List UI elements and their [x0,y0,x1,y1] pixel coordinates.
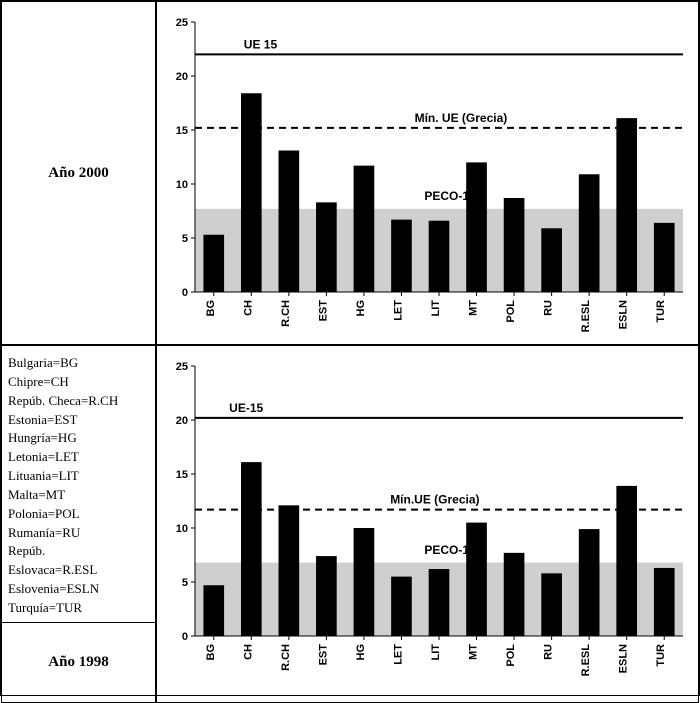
x-tick-label: POL [505,644,517,667]
bar [241,462,262,636]
x-tick-label: R.CH [280,300,292,327]
bar [203,585,224,636]
x-tick-label: LET [392,644,404,665]
bar [316,556,337,636]
x-tick-label: BG [205,644,217,661]
bar [466,162,487,292]
chart-1998-cell: 0 5 10 15 20 25 UE-15 Mín.UE (Grecia) PECO-13 BG C… [156,345,699,703]
bar [466,523,487,636]
reference-line-label: Mín. UE (Grecia) [415,111,508,125]
y-tick-label: 0 [182,287,188,299]
bar [504,198,525,292]
y-tick-label: 10 [176,179,188,191]
legend-line: Bulgaria=BG [8,354,151,373]
x-tick-label: TUR [655,644,667,667]
bar [391,577,412,636]
y-tick-label: 10 [176,523,188,535]
reference-line-label: UE 15 [244,37,278,51]
x-tick-label: BG [205,300,217,317]
bar [541,573,562,636]
y-tick-label: 5 [182,233,188,245]
chart-2000-cell: 0 5 10 15 20 25 UE 15 Mín. UE (Grecia) PECO-13 BG… [156,1,699,345]
legend-line: Hungría=HG [8,429,151,448]
bar [391,220,412,292]
peco-label: PECO-13 [424,189,476,203]
legend-line: Chipre=CH [8,373,151,392]
legend-line: Polonia=POL [8,505,151,524]
x-tick-label: R.CH [280,644,292,671]
legend-line: Eslovenia=ESLN [8,580,151,599]
bar [616,118,637,292]
x-tick-label: R.ESL [580,300,592,333]
label-year-1998-cell: Año 1998 [2,622,155,702]
x-tick-label: HG [355,300,367,317]
bar [654,568,675,636]
x-tick-label: POL [505,300,517,323]
x-tick-label: LIT [430,300,442,317]
y-tick-label: 25 [176,17,188,29]
x-tick-label: ESLN [618,300,630,329]
country-legend: Bulgaria=BGChipre=CHRepúb. Checa=R.CHEst… [2,346,155,622]
bar [654,223,675,292]
x-tick-label: ESLN [618,644,630,673]
bar [429,569,450,636]
legend-line: Malta=MT [8,486,151,505]
y-tick-label: 25 [176,361,188,373]
bar [279,505,300,636]
x-tick-label: MT [468,300,480,316]
label-year-2000: Año 2000 [48,165,108,182]
y-tick-label: 0 [182,631,188,643]
x-tick-label: EST [317,300,329,322]
chart-1998: 0 5 10 15 20 25 UE-15 Mín.UE (Grecia) PECO-13 BG C… [163,356,691,686]
y-tick-label: 15 [176,469,188,481]
bar [241,93,262,292]
bar [203,235,224,292]
bar [279,151,300,292]
x-tick-label: R.ESL [580,644,592,677]
bar [504,553,525,636]
peco-label: PECO-13 [424,543,476,557]
y-tick-label: 5 [182,577,188,589]
legend-line: Letonia=LET [8,448,151,467]
x-tick-label: MT [468,644,480,660]
figure-container: Año 2000 Bulgaria=BGChipre=CHRepúb. Chec… [0,0,700,696]
bar [579,174,600,292]
reference-line-label: Mín.UE (Grecia) [390,493,479,507]
x-tick-label: LET [392,300,404,321]
y-tick-label: 20 [176,71,188,83]
bar [316,202,337,292]
x-tick-label: CH [242,300,254,316]
x-tick-label: HG [355,644,367,661]
legend-line: Eslovaca=R.ESL [8,561,151,580]
legend-line: Turquía=TUR [8,599,151,618]
legend-line: Rumanía=RU [8,524,151,543]
legend-line: Lituania=LIT [8,467,151,486]
bar [616,486,637,636]
chart-2000: 0 5 10 15 20 25 UE 15 Mín. UE (Grecia) PECO-13 BG… [163,12,691,342]
y-tick-label: 20 [176,415,188,427]
x-tick-label: RU [543,644,555,660]
bar [354,166,375,292]
bar [354,528,375,636]
x-tick-label: LIT [430,644,442,661]
legend-line: Repúb. Checa=R.CH [8,392,151,411]
label-year-2000-cell: Año 2000 [1,1,156,345]
y-tick-label: 15 [176,125,188,137]
bar [541,228,562,292]
bar [429,221,450,292]
x-tick-label: TUR [655,300,667,323]
bar [579,529,600,636]
legend-line: Repúb. [8,542,151,561]
legend-line: Estonia=EST [8,411,151,430]
x-tick-label: RU [543,300,555,316]
left-bottom-cell: Bulgaria=BGChipre=CHRepúb. Checa=R.CHEst… [1,345,156,703]
reference-line-label: UE-15 [229,401,263,415]
x-tick-label: EST [317,644,329,666]
label-year-1998: Año 1998 [48,654,108,671]
x-tick-label: CH [242,644,254,660]
